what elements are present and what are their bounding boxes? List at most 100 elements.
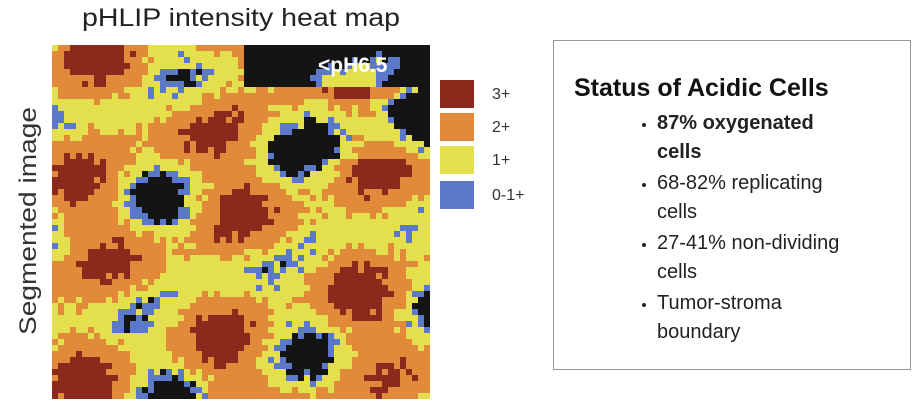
heat-cell: [82, 267, 88, 273]
heat-cell: [238, 273, 244, 279]
heat-cell: [286, 219, 292, 225]
heat-cell: [106, 57, 112, 63]
heat-cell: [256, 165, 262, 171]
heat-cell: [214, 303, 220, 309]
heat-cell: [178, 369, 184, 375]
heat-cell: [304, 99, 310, 105]
heat-cell: [166, 261, 172, 267]
heat-cell: [202, 249, 208, 255]
heat-cell: [388, 201, 394, 207]
heat-cell: [280, 201, 286, 207]
heat-cell: [370, 333, 376, 339]
heat-cell: [352, 267, 358, 273]
heat-cell: [364, 105, 370, 111]
heat-cell: [220, 183, 226, 189]
heat-cell: [160, 225, 166, 231]
heat-cell: [70, 69, 76, 75]
heat-cell: [328, 309, 334, 315]
heat-cell: [298, 225, 304, 231]
heat-cell: [208, 141, 214, 147]
heat-cell: [106, 285, 112, 291]
heat-cell: [100, 183, 106, 189]
heat-cell: [406, 369, 412, 375]
heat-cell: [112, 93, 118, 99]
heat-cell: [340, 141, 346, 147]
heat-cell: [292, 87, 298, 93]
heat-cell: [70, 225, 76, 231]
heat-cell: [370, 393, 376, 399]
heat-cell: [388, 351, 394, 357]
heat-cell: [148, 363, 154, 369]
heat-cell: [334, 357, 340, 363]
heat-cell: [388, 195, 394, 201]
heat-cell: [112, 123, 118, 129]
heat-cell: [226, 201, 232, 207]
heat-cell: [136, 57, 142, 63]
heat-cell: [250, 327, 256, 333]
heat-cell: [88, 387, 94, 393]
heat-cell: [250, 147, 256, 153]
heat-cell: [340, 93, 346, 99]
heat-cell: [394, 207, 400, 213]
heat-cell: [406, 357, 412, 363]
heat-cell: [154, 363, 160, 369]
heat-cell: [322, 315, 328, 321]
heat-cell: [232, 387, 238, 393]
heat-cell: [364, 351, 370, 357]
heat-cell: [124, 189, 130, 195]
heat-cell: [130, 333, 136, 339]
heat-cell: [202, 159, 208, 165]
heat-cell: [52, 363, 58, 369]
heat-cell: [424, 261, 430, 267]
heat-cell: [88, 201, 94, 207]
heat-cell: [232, 231, 238, 237]
heat-cell: [70, 45, 76, 51]
heat-cell: [202, 279, 208, 285]
heat-cell: [262, 219, 268, 225]
heat-cell: [298, 273, 304, 279]
heat-cell: [364, 309, 370, 315]
heat-cell: [184, 249, 190, 255]
heat-cell: [274, 315, 280, 321]
heat-cell: [130, 213, 136, 219]
heat-cell: [124, 363, 130, 369]
heat-cell: [382, 267, 388, 273]
heat-cell: [358, 117, 364, 123]
heat-cell: [172, 285, 178, 291]
heat-cell: [76, 363, 82, 369]
heat-cell: [334, 225, 340, 231]
heat-cell: [382, 303, 388, 309]
heat-cell: [130, 237, 136, 243]
heat-cell: [112, 327, 118, 333]
heat-cell: [112, 219, 118, 225]
heat-cell: [292, 279, 298, 285]
heat-cell: [244, 387, 250, 393]
heat-cell: [370, 291, 376, 297]
heat-cell: [232, 237, 238, 243]
heat-cell: [208, 249, 214, 255]
heat-cell: [214, 135, 220, 141]
heat-cell: [58, 279, 64, 285]
legend-label: 2+: [492, 119, 510, 136]
heat-cell: [220, 219, 226, 225]
heat-cell: [400, 339, 406, 345]
heat-cell: [400, 231, 406, 237]
heat-cell: [280, 315, 286, 321]
heat-cell: [244, 171, 250, 177]
heat-cell: [238, 129, 244, 135]
heat-cell: [262, 135, 268, 141]
heat-cell: [274, 387, 280, 393]
heat-cell: [352, 273, 358, 279]
heat-cell: [340, 273, 346, 279]
heat-cell: [220, 207, 226, 213]
heat-cell: [70, 99, 76, 105]
figure-title: pHLIP intensity heat map: [82, 4, 400, 32]
heat-cell: [346, 225, 352, 231]
heat-cell: [58, 147, 64, 153]
heat-cell: [394, 291, 400, 297]
heat-cell: [52, 51, 58, 57]
heat-cell: [196, 249, 202, 255]
heat-cell: [400, 147, 406, 153]
heat-cell: [274, 177, 280, 183]
heat-cell: [190, 75, 196, 81]
